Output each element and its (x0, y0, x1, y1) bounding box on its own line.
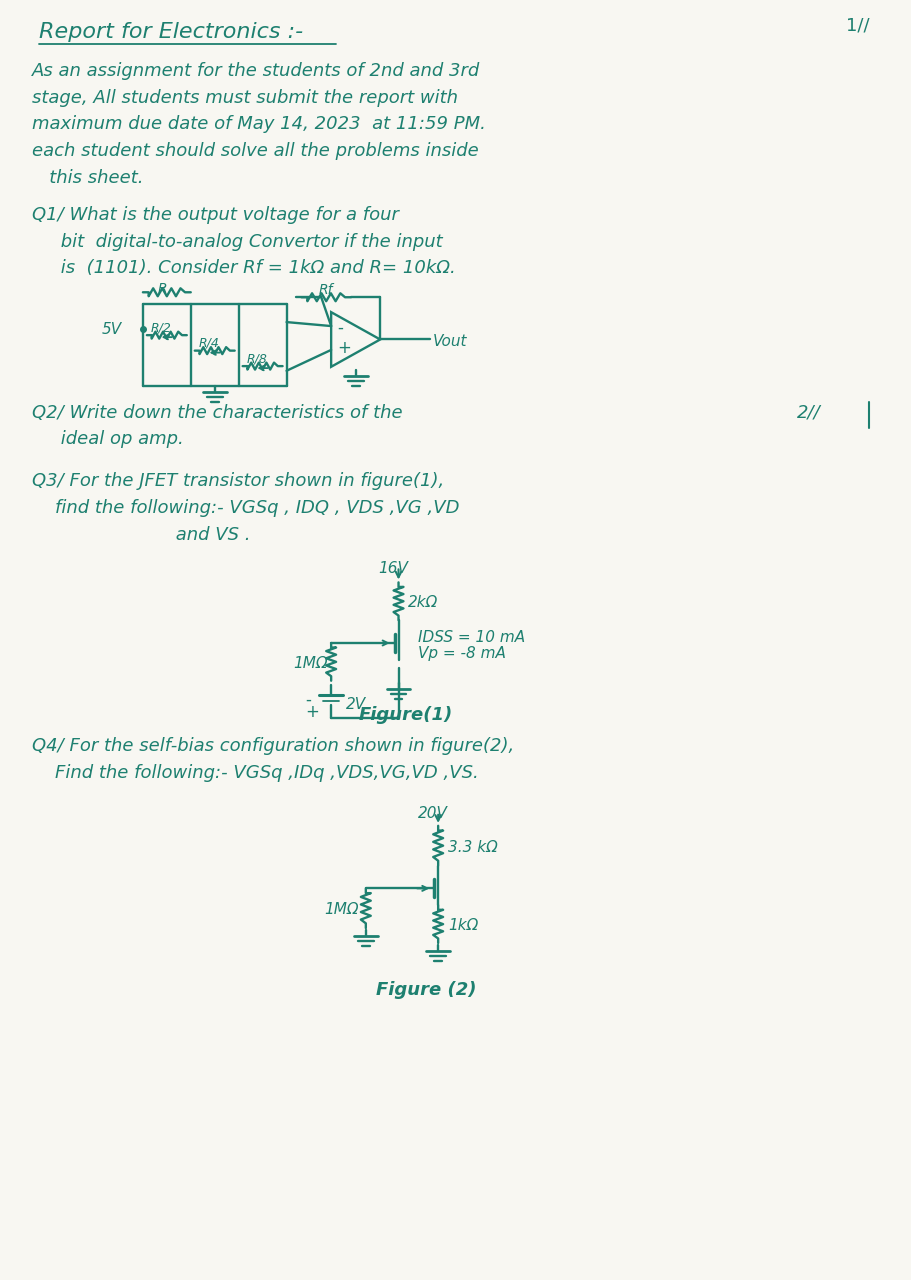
Text: +: + (337, 339, 351, 357)
Text: 1MΩ: 1MΩ (293, 655, 328, 671)
Text: Vp = -8 mA: Vp = -8 mA (418, 646, 507, 660)
Text: Figure(1): Figure(1) (359, 705, 453, 723)
Text: Figure (2): Figure (2) (375, 980, 476, 998)
Text: Report for Electronics :-: Report for Electronics :- (39, 22, 303, 42)
Text: ideal op amp.: ideal op amp. (32, 430, 184, 448)
Text: 16V: 16V (379, 561, 409, 576)
Text: R: R (158, 283, 168, 297)
Text: 1MΩ: 1MΩ (324, 902, 359, 918)
Text: find the following:- VGSq , IDQ , VDS ,VG ,VD: find the following:- VGSq , IDQ , VDS ,V… (32, 499, 459, 517)
Text: Q3/ For the JFET transistor shown in figure(1),: Q3/ For the JFET transistor shown in fig… (32, 472, 445, 490)
Text: R/8: R/8 (246, 352, 267, 365)
Text: R/4: R/4 (199, 337, 220, 349)
Text: Q4/ For the self-bias configuration shown in figure(2),: Q4/ For the self-bias configuration show… (32, 737, 514, 755)
Text: 1kΩ: 1kΩ (448, 918, 478, 933)
Text: As an assignment for the students of 2nd and 3rd: As an assignment for the students of 2nd… (32, 61, 480, 79)
Text: Q1/ What is the output voltage for a four: Q1/ What is the output voltage for a fou… (32, 206, 399, 224)
Text: Rf: Rf (319, 283, 333, 297)
Text: bit  digital-to-analog Convertor if the input: bit digital-to-analog Convertor if the i… (32, 233, 443, 251)
Text: Find the following:- VGSq ,IDq ,VDS,VG,VD ,VS.: Find the following:- VGSq ,IDq ,VDS,VG,V… (32, 764, 478, 782)
Text: and VS .: and VS . (32, 526, 251, 544)
Text: stage, All students must submit the report with: stage, All students must submit the repo… (32, 88, 458, 106)
Text: this sheet.: this sheet. (32, 169, 143, 187)
Text: Q2/ Write down the characteristics of the: Q2/ Write down the characteristics of th… (32, 403, 403, 421)
Text: is  (1101). Consider Rf = 1kΩ and R= 10kΩ.: is (1101). Consider Rf = 1kΩ and R= 10kΩ… (32, 260, 455, 278)
Text: -: - (337, 319, 343, 337)
Text: each student should solve all the problems inside: each student should solve all the proble… (32, 142, 478, 160)
Text: maximum due date of May 14, 2023  at 11:59 PM.: maximum due date of May 14, 2023 at 11:5… (32, 115, 486, 133)
Text: 1//: 1// (846, 17, 870, 35)
Text: -: - (305, 691, 312, 709)
Text: 2kΩ: 2kΩ (408, 595, 439, 611)
Text: 20V: 20V (418, 806, 448, 820)
Text: IDSS = 10 mA: IDSS = 10 mA (418, 630, 526, 645)
Text: 3.3 kΩ: 3.3 kΩ (448, 840, 497, 855)
Text: R/2: R/2 (150, 321, 171, 334)
Text: Vout: Vout (433, 334, 467, 348)
Text: 2V: 2V (346, 696, 366, 712)
Text: 2//: 2// (797, 403, 821, 421)
Text: 5V: 5V (101, 323, 121, 337)
Text: +: + (305, 703, 319, 721)
